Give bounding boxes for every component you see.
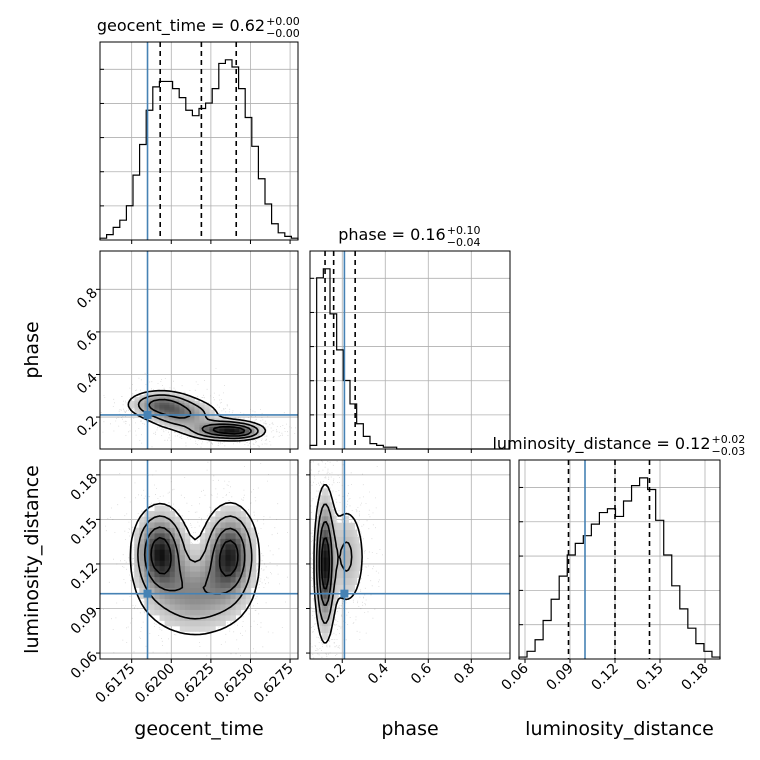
title-main: luminosity_distance = 0.12 (492, 434, 710, 454)
y-tick-label: 0.15 (68, 515, 101, 548)
y-tick-label: 0.06 (68, 649, 101, 682)
title-main: phase = 0.16 (338, 225, 445, 244)
contour-line (150, 536, 239, 577)
y-tick-label: 0.09 (68, 604, 101, 637)
y-axis-label-luminosity_distance: luminosity_distance (21, 465, 43, 654)
x-tick-label: 0.6225 (172, 661, 218, 707)
density-luminosity_distance_vs_phase: 0.2 0.4 0.6 0.8 (306, 460, 510, 688)
title-upper-error: +0.10 (447, 224, 481, 237)
histogram-step-luminosity_distance (518, 477, 721, 659)
contour-line (137, 394, 259, 440)
contour-line (129, 501, 261, 636)
x-axis-label-phase: phase (381, 718, 438, 740)
density-phase_vs_geocent_time: 0.20.40.60.8 (74, 251, 298, 453)
contour-line (148, 398, 252, 437)
x-tick-label: 0.6250 (211, 661, 257, 707)
x-axis-label-luminosity_distance: luminosity_distance (525, 718, 714, 740)
title-lower-error: −0.03 (712, 445, 746, 458)
contour-line (212, 425, 246, 435)
density-cells (134, 505, 257, 632)
y-tick-label: 0.12 (68, 560, 101, 593)
panel-title-phase: phase = 0.16 +0.10−0.04 (338, 224, 480, 249)
density-area (310, 460, 510, 659)
y-axis-label-phase: phase (21, 321, 43, 378)
contour-line (320, 537, 330, 590)
x-tick-label: 0.18 (678, 661, 711, 694)
panel-frame (518, 459, 721, 660)
contour-line (137, 515, 253, 620)
x-tick-label: 0.6 (408, 660, 435, 687)
panel-title-luminosity_distance: luminosity_distance = 0.12 +0.02−0.03 (492, 433, 745, 458)
histogram-phase (309, 251, 510, 453)
title-main: geocent_time = 0.62 (97, 16, 265, 36)
title-lower-error: −0.00 (266, 27, 300, 40)
x-tick-label: 0.15 (633, 661, 666, 694)
x-tick-label: 0.6275 (251, 661, 297, 707)
contour-line (313, 484, 363, 644)
panel-frame (99, 250, 299, 450)
truth-marker (340, 589, 349, 598)
x-tick-label: 0.06 (498, 660, 531, 693)
histogram-step-geocent_time (99, 59, 299, 240)
x-tick-label: 0.8 (451, 661, 478, 688)
title-lower-error: −0.04 (447, 236, 481, 249)
histogram-geocent_time (99, 42, 299, 244)
x-axis-label-geocent_time: geocent_time (134, 718, 263, 740)
x-tick-label: 0.09 (543, 661, 576, 694)
x-tick-label: 0.12 (588, 661, 621, 694)
x-tick-label: 0.2 (322, 661, 349, 688)
panel-frame (99, 459, 299, 660)
x-tick-label: 0.6200 (132, 661, 178, 707)
histogram-step-phase (309, 268, 510, 450)
panel-frame (99, 41, 299, 241)
contour-line (315, 503, 353, 624)
contour-line (318, 521, 333, 606)
density-area (100, 460, 298, 659)
y-tick-label: 0.18 (68, 471, 101, 504)
density-area (100, 251, 298, 449)
panel-frame (309, 250, 511, 450)
panel-title-geocent_time: geocent_time = 0.62 +0.00−0.00 (97, 15, 300, 40)
panel-frame (309, 459, 511, 660)
truth-marker (143, 589, 152, 598)
x-tick-label: 0.6175 (93, 661, 139, 707)
title-upper-error: +0.02 (712, 433, 746, 446)
x-tick-label: 0.4 (365, 660, 392, 687)
truth-marker (143, 410, 152, 419)
title-upper-error: +0.00 (266, 15, 300, 28)
